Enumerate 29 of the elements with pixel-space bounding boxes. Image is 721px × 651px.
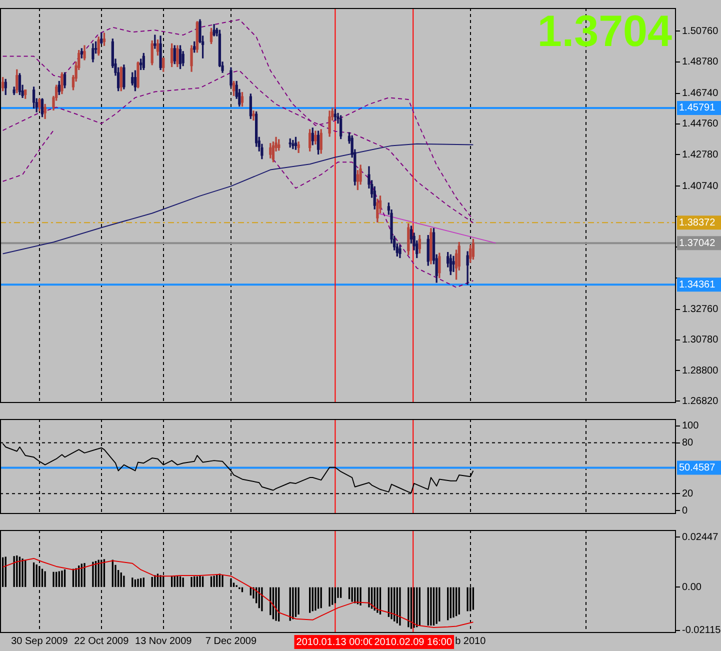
y-tick-label: 1.30780 [682, 334, 719, 346]
y-tick-label: 100 [682, 420, 700, 432]
y-tick-label: 1.48780 [682, 56, 719, 68]
y-tick-label: 20 [682, 488, 694, 500]
x-tick-label: 7 Dec 2009 [205, 636, 257, 647]
y-tick-label: 0.02447 [682, 532, 719, 543]
y-tick-label: 1.40740 [682, 180, 719, 192]
y-tick-label: -0.02115 [682, 625, 721, 636]
y-tick-label: 1.26820 [682, 396, 719, 407]
x-tick-label: 30 Sep 2009 [11, 636, 68, 647]
ref-line-label: 1.38372 [679, 217, 716, 228]
ref-line-label: 2010.02.09 16:00 [374, 636, 452, 648]
ref-line-label: 1.37042 [679, 238, 716, 249]
x-tick-label: b 2010 [455, 636, 486, 647]
annotation: 1.3704 [537, 7, 673, 56]
y-tick-label: 1.32760 [682, 304, 719, 316]
x-tick-label: 22 Oct 2009 [74, 636, 130, 647]
y-tick-label: 1.44760 [682, 118, 719, 130]
ref-line-label: 50.4587 [679, 462, 716, 474]
y-tick-label: 1.42780 [682, 149, 719, 160]
y-tick-label: 1.28800 [682, 365, 719, 376]
y-tick-label: 80 [682, 438, 694, 448]
y-tick-label: 1.46740 [682, 88, 719, 100]
y-tick-label: 0.00 [682, 582, 702, 593]
y-tick-label: 1.50760 [682, 26, 719, 37]
ref-line-label: 1.45791 [679, 102, 716, 114]
ref-line-label: 1.34361 [679, 279, 716, 290]
y-tick-label: 0 [682, 505, 688, 516]
x-tick-label: 13 Nov 2009 [135, 636, 192, 647]
